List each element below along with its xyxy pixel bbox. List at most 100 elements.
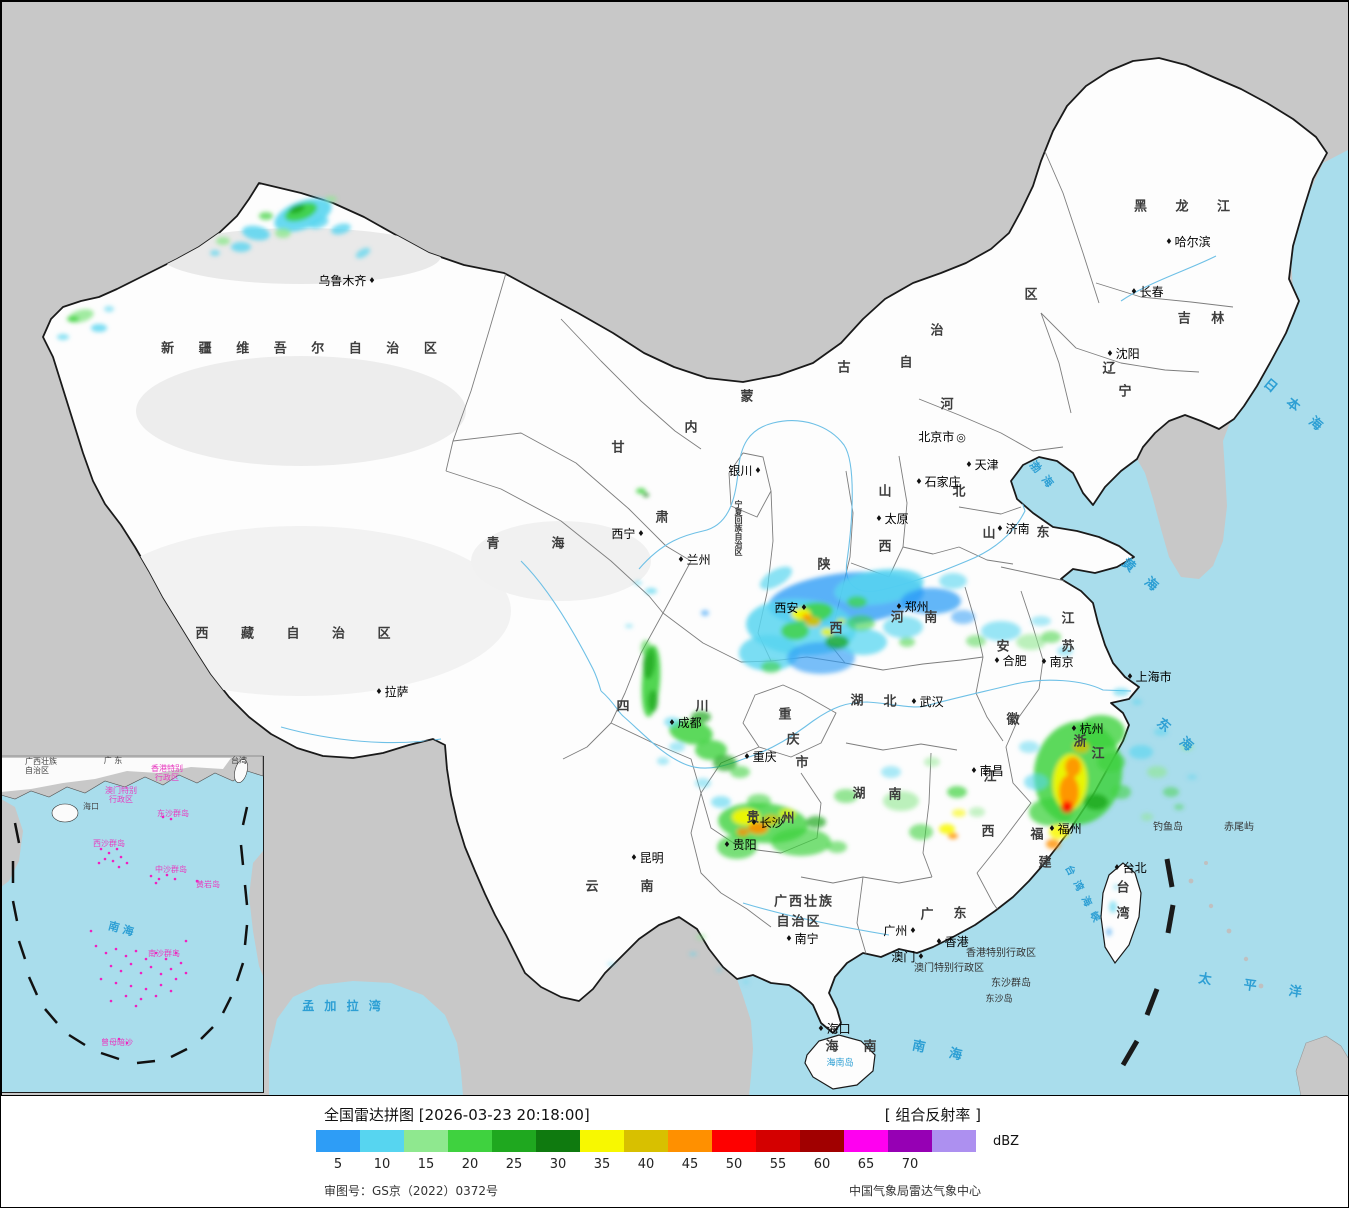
radar-echo xyxy=(1073,741,1089,753)
inset-island-dot xyxy=(139,971,143,975)
radar-echo xyxy=(761,661,781,673)
inset-island-dot xyxy=(129,962,133,966)
radar-echo xyxy=(1106,928,1112,936)
inset-island-dot xyxy=(144,957,148,961)
radar-echo xyxy=(1019,741,1039,753)
radar-echo xyxy=(1097,752,1125,772)
radar-echo xyxy=(1147,766,1167,778)
legend-tick: 25 xyxy=(505,1157,523,1172)
inset-island-dot xyxy=(89,929,93,933)
legend-tick: 15 xyxy=(417,1157,435,1172)
legend-color-cell-4 xyxy=(448,1130,492,1152)
inset-island-dot xyxy=(107,851,111,855)
radar-echo xyxy=(57,334,69,340)
radar-echo xyxy=(696,934,706,940)
legend-tick: 45 xyxy=(681,1157,699,1172)
radar-echo xyxy=(331,223,351,235)
radar-echo xyxy=(899,637,915,647)
inset-island-dot xyxy=(159,983,163,987)
inset-island-dot xyxy=(144,987,148,991)
radar-echo xyxy=(717,835,757,859)
inset-island-dot xyxy=(154,951,158,955)
radar-echo xyxy=(779,809,795,819)
inset-island-dot xyxy=(149,874,153,878)
radar-echo xyxy=(634,581,642,585)
inset-island-dot xyxy=(159,972,163,976)
legend-colorbar xyxy=(316,1130,976,1152)
radar-echo xyxy=(607,962,615,966)
inset-philippines-strip xyxy=(249,851,263,976)
radar-echo xyxy=(743,980,749,984)
inset-island-dot xyxy=(139,997,143,1001)
radar-echo xyxy=(669,719,713,745)
legend-tick: 55 xyxy=(769,1157,787,1172)
radar-echo xyxy=(1057,646,1073,656)
radar-echo xyxy=(981,621,1021,641)
inset-island-dot xyxy=(124,994,128,998)
legend-color-cell-12 xyxy=(800,1130,844,1152)
radar-echo xyxy=(1016,634,1046,650)
inset-island-dot xyxy=(104,951,108,955)
legend-color-cell-7 xyxy=(580,1130,624,1152)
legend-tick: 20 xyxy=(461,1157,479,1172)
legend-title: 全国雷达拼图 [2026-03-23 20:18:00] xyxy=(324,1106,590,1124)
radar-echo xyxy=(763,815,779,825)
inset-island-dot xyxy=(184,971,188,975)
inset-island-dot xyxy=(165,873,169,877)
radar-echo xyxy=(695,778,711,788)
inset-island-dot xyxy=(114,947,118,951)
radar-echo xyxy=(1031,616,1051,626)
radar-echo xyxy=(1163,787,1179,797)
inset-island-dot xyxy=(174,977,178,981)
legend-tick: 65 xyxy=(857,1157,875,1172)
inset-taiwan xyxy=(234,759,248,783)
radar-echo xyxy=(1141,813,1153,821)
inset-island-dot xyxy=(117,865,121,869)
legend-color-cell-11 xyxy=(756,1130,800,1152)
legend-color-cell-8 xyxy=(624,1130,668,1152)
inset-island-dot xyxy=(94,944,98,948)
inset-island-dots xyxy=(89,815,199,1045)
radar-echo xyxy=(1109,901,1117,913)
inset-island-dot xyxy=(114,981,118,985)
inset-island-dot xyxy=(174,951,178,955)
inset-island-dot xyxy=(109,999,113,1003)
hainan-island xyxy=(804,1034,876,1090)
radar-echo xyxy=(325,196,337,202)
legend-color-cell-14 xyxy=(888,1130,932,1152)
inset-island-dot xyxy=(99,977,103,981)
radar-echo xyxy=(636,488,646,494)
legend-tick: 60 xyxy=(813,1157,831,1172)
nine-dash-line xyxy=(1120,858,1176,1067)
inset-island-dot xyxy=(111,859,115,863)
legend-tick: 5 xyxy=(333,1157,343,1172)
inset-island-dot xyxy=(149,965,153,969)
radar-echo xyxy=(1077,715,1125,749)
radar-echo xyxy=(901,588,961,614)
legend-tick: 30 xyxy=(549,1157,567,1172)
taiwan-island xyxy=(1100,862,1142,965)
south-china-sea-inset xyxy=(1,755,264,1093)
radar-echo xyxy=(881,766,901,778)
philippines-land xyxy=(1295,1035,1348,1096)
legend-tick: 40 xyxy=(637,1157,655,1172)
radar-echo xyxy=(275,228,291,238)
inset-island-dot xyxy=(129,984,133,988)
radar-echo xyxy=(948,833,958,839)
radar-echo xyxy=(787,642,855,674)
inset-island-dot xyxy=(124,954,128,958)
inset-island-dot xyxy=(164,957,168,961)
radar-echo xyxy=(1065,757,1081,777)
bay-of-bengal xyxy=(269,981,463,1096)
legend-color-cell-13 xyxy=(844,1130,888,1152)
sea-area xyxy=(737,150,1348,1096)
radar-echo xyxy=(1187,774,1197,780)
radar-echo xyxy=(827,841,847,853)
legend-color-cell-9 xyxy=(668,1130,712,1152)
inset-vietnam-strip xyxy=(1,799,23,887)
inset-island-dot xyxy=(134,949,138,953)
inset-island-dot xyxy=(161,815,165,819)
radar-echo xyxy=(1084,794,1108,810)
legend-tick: 35 xyxy=(593,1157,611,1172)
radar-echo xyxy=(947,786,967,798)
